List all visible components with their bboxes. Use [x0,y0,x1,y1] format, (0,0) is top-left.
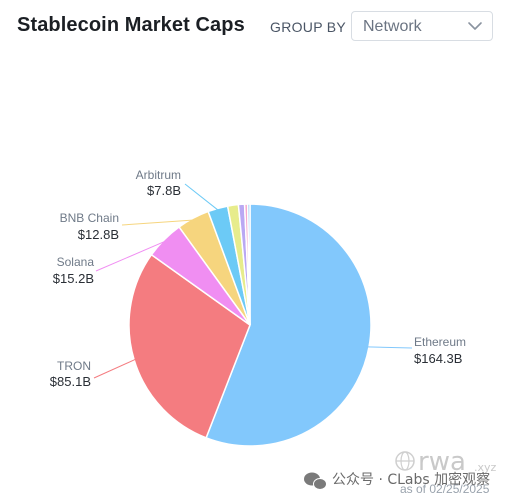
slice-label-value-solana: $15.2B [53,271,94,286]
slice-label-name-ethereum: Ethereum [414,335,466,349]
slice-label-name-solana: Solana [57,255,95,269]
chart-title: Stablecoin Market Caps [17,14,245,36]
slice-label-name-arbitrum: Arbitrum [136,168,181,182]
watermark-text: 公众号 · CLabs 加密观察 [332,471,490,488]
watermark-globe-icon [395,451,415,471]
watermark-logo-text: rwa [418,447,466,477]
pie-labels: Ethereum $164.3B TRON$85.1B Solana $15.2B BNB… [50,168,466,389]
group-by-select[interactable]: Network [351,11,493,41]
as-of-date: as of 02/25/2025 [400,482,490,496]
group-by-label: GROUP BY [270,19,347,35]
watermark-logo-suffix: .xyz [474,461,497,474]
slice-label-value-bnb-chain: $12.8B [78,227,119,242]
footer: as of 02/25/2025 公众号 · CLabs 加密观察 rwa .x… [304,447,497,496]
slice-label-name-bnb-chain: BNB Chain [60,211,119,225]
group-by-selected-value: Network [363,18,422,35]
wechat-icon [304,472,327,490]
chevron-down-icon [467,19,483,33]
slice-label-name-tron: TRON [57,359,91,373]
leader-line-tron [93,358,137,379]
pie-slices [128,203,372,447]
slice-label-value-ethereum: $164.3B [414,351,462,366]
leader-line-solana [95,240,166,272]
leader-line-ethereum [366,346,413,349]
pie-leader-lines [93,183,413,379]
pie-slice-other-8[interactable] [246,203,251,326]
slice-label-value-tron: $85.1B [50,374,91,389]
leader-line-bnb-chain [121,219,195,226]
watermark: 公众号 · CLabs 加密观察 rwa .xyz [304,447,497,490]
leader-line-arbitrum [184,183,219,211]
slice-label-value-arbitrum: $7.8B [147,183,181,198]
